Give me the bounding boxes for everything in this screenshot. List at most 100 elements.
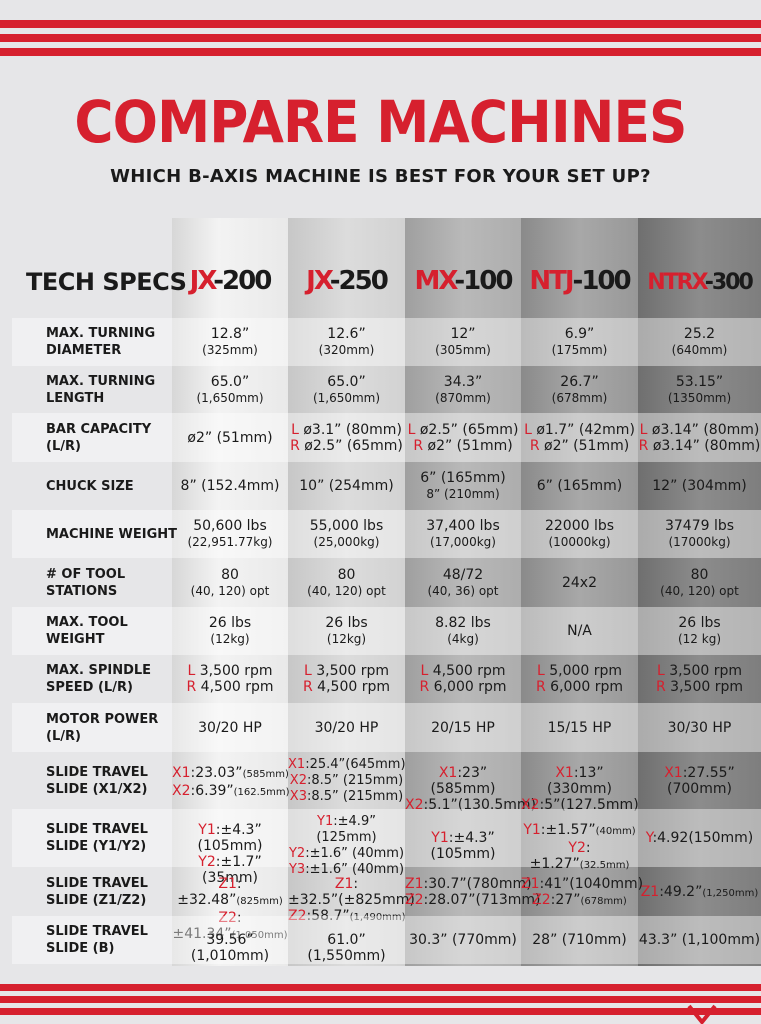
cell-line-text: :27” xyxy=(550,891,581,908)
row-label-line: MOTOR POWER xyxy=(46,711,159,727)
cell-line-note: (678mm) xyxy=(580,895,627,907)
table-row: SLIDE TRAVEL SLIDE (B) 39.56” (1,010mm) 61.… xyxy=(12,916,761,964)
cell-line: L ø3.1” (80mm) xyxy=(288,422,405,438)
spec-cell: 53.15” (1350mm) xyxy=(638,374,761,406)
cell-line-text: :±32.48” xyxy=(177,875,242,908)
cell-line-prefix: L xyxy=(536,663,545,679)
spec-cell: 10” (254mm) xyxy=(288,478,405,494)
cell-value: 53.15” xyxy=(675,373,724,390)
spec-cell: 37479 lbs (17000kg) xyxy=(638,518,761,550)
cell-line: R ø2” (51mm) xyxy=(405,438,521,454)
row-label-line: # OF TOOL xyxy=(46,566,126,582)
cell-value: 80 xyxy=(337,566,356,583)
cell-line-text: 4,500 rpm xyxy=(428,663,506,679)
cell-line-prefix: R xyxy=(656,679,666,695)
cell-line-text: ø3.1” (80mm) xyxy=(298,421,402,438)
cell-subvalue: (17,000kg) xyxy=(430,535,496,549)
cell-line-text: ø2” (51mm) xyxy=(423,437,513,454)
spec-cell: ø2” (51mm) xyxy=(172,430,288,446)
cell-line-prefix: Y1 xyxy=(523,822,541,838)
cell-line-prefix: X2 xyxy=(405,796,424,813)
spec-cell: 12.6” (320mm) xyxy=(288,326,405,358)
row-band xyxy=(12,809,761,867)
cell-line-prefix: L xyxy=(291,421,299,438)
cell-line: X1:23.03”(585mm) xyxy=(172,765,289,783)
cell-line: L 4,500 rpm xyxy=(405,663,521,679)
spec-cell: 28” (710mm) xyxy=(521,932,638,948)
row-label: MAX. SPINDLE SPEED (L/R) xyxy=(46,662,151,696)
spec-cell: 26 lbs (12kg) xyxy=(172,615,288,647)
spec-cell: 26 lbs (12kg) xyxy=(288,615,405,647)
cell-line-text: :±4.9” (125mm) xyxy=(316,814,377,845)
cell-line-prefix: L xyxy=(187,663,196,679)
spec-cell: 30/30 HP xyxy=(638,720,761,736)
cell-value: 37479 lbs xyxy=(664,518,735,534)
table-row: MAX. TOOL WEIGHT 26 lbs (12kg) 26 lbs (12kg) 8… xyxy=(12,607,761,655)
cell-value: 26.7” xyxy=(560,373,599,390)
cell-subvalue: (40, 120) opt xyxy=(307,583,386,598)
cell-subvalue: (40, 36) opt xyxy=(427,583,499,598)
cell-line: Y:4.92(150mm) xyxy=(638,830,761,846)
cell-line-text: 4,500 rpm xyxy=(196,679,274,695)
cell-line-prefix: Y1 xyxy=(431,830,449,846)
cell-line-text: :8.5” (215mm) xyxy=(306,788,404,804)
cell-value: 6.9” xyxy=(564,326,595,342)
cell-value: 12.8” xyxy=(210,326,250,342)
row-label-line: SLIDE (Y1/Y2) xyxy=(46,839,147,854)
cell-line: X2:5”(127.5mm) xyxy=(521,797,639,813)
cell-line-prefix: R xyxy=(413,437,424,454)
cell-line-text: ø1.7” (42mm) xyxy=(531,421,635,438)
cell-value: 26 lbs xyxy=(208,615,252,631)
cell-value: 30/20 HP xyxy=(314,719,379,736)
model-header: JX-250 xyxy=(306,266,389,296)
spec-cell: Y1:±1.57”(40mm) Y2:±1.27”(32.5mm) xyxy=(521,822,638,874)
cell-line: X2:6.39”(162.5mm) xyxy=(172,783,290,801)
cell-value: 8” (152.4mm) xyxy=(180,478,280,494)
cell-line: Z2:58.7”(1,490mm) xyxy=(288,907,406,926)
cell-value: 43.3” (1,100mm) xyxy=(638,932,761,948)
table-row: BAR CAPACITY (L/R) ø2” (51mm) L ø3.1” (80mm… xyxy=(12,413,761,462)
cell-value: 30.3” (770mm) xyxy=(409,932,517,948)
spec-cell: Z1:30.7”(780mm) Z2:28.07”(713mm) xyxy=(405,876,540,908)
cell-line-note: (32.5mm) xyxy=(579,860,630,871)
cell-line: Z1:±32.48”(825mm) xyxy=(172,876,288,910)
cell-line-text: 3,500 rpm xyxy=(665,679,743,695)
row-label: MAX. TURNING LENGTH xyxy=(46,373,155,407)
cell-value: 10” (254mm) xyxy=(299,478,394,494)
cell-line: X1:13” (330mm) xyxy=(521,765,638,797)
cell-value: 39.56” (1,010mm) xyxy=(190,932,270,964)
cell-line: L ø1.7” (42mm) xyxy=(521,422,638,438)
spec-cell: 12” (304mm) xyxy=(638,478,761,494)
cell-line-text: :13” (330mm) xyxy=(547,764,612,797)
model-header: NTRX-300 xyxy=(647,270,754,295)
cell-value: 20/15 HP xyxy=(431,719,495,736)
spec-cell: Z1:±32.48”(825mm) Z2:±41.34”(1,050mm) xyxy=(172,876,288,944)
cell-line-text: :±1.27” xyxy=(529,840,591,872)
cell-line-prefix: L xyxy=(420,663,429,679)
cell-line-prefix: Y1 xyxy=(317,814,334,829)
cell-line-text: :58.7” xyxy=(306,907,350,924)
cell-value: 34.3” xyxy=(443,373,483,390)
cell-line: L 5,000 rpm xyxy=(521,663,638,679)
spec-cell: 65.0” (1,650mm) xyxy=(288,374,405,406)
cell-subvalue: (325mm) xyxy=(202,343,258,357)
cell-line-prefix: X1 xyxy=(664,764,683,781)
row-label: SLIDE TRAVEL SLIDE (Z1/Z2) xyxy=(46,875,148,909)
cell-value: 80 xyxy=(690,566,709,583)
cell-value: 8.82 lbs xyxy=(435,615,491,631)
cell-line-text: :30.7”(780mm) xyxy=(423,875,532,892)
cell-line: R 3,500 rpm xyxy=(638,679,761,695)
cell-line-note: (1,250mm) xyxy=(702,887,759,899)
spec-cell: L ø1.7” (42mm) R ø2” (51mm) xyxy=(521,422,638,454)
cell-value: 25.2 xyxy=(683,326,716,342)
cell-line-prefix: L xyxy=(639,421,648,438)
row-label: MOTOR POWER (L/R) xyxy=(46,711,158,745)
cell-line-text: (700mm) xyxy=(667,780,732,797)
row-label-line: SLIDE (B) xyxy=(46,941,115,956)
column-bg-1 xyxy=(172,218,288,966)
cell-line-text: :±4.3” (105mm) xyxy=(197,822,263,854)
spec-cell: 20/15 HP xyxy=(405,720,521,736)
spec-cell: X1:23.03”(585mm) X2:6.39”(162.5mm) xyxy=(172,765,290,801)
cell-line-text: 6,000 rpm xyxy=(545,679,623,695)
cell-line-prefix: Z2 xyxy=(405,891,424,908)
